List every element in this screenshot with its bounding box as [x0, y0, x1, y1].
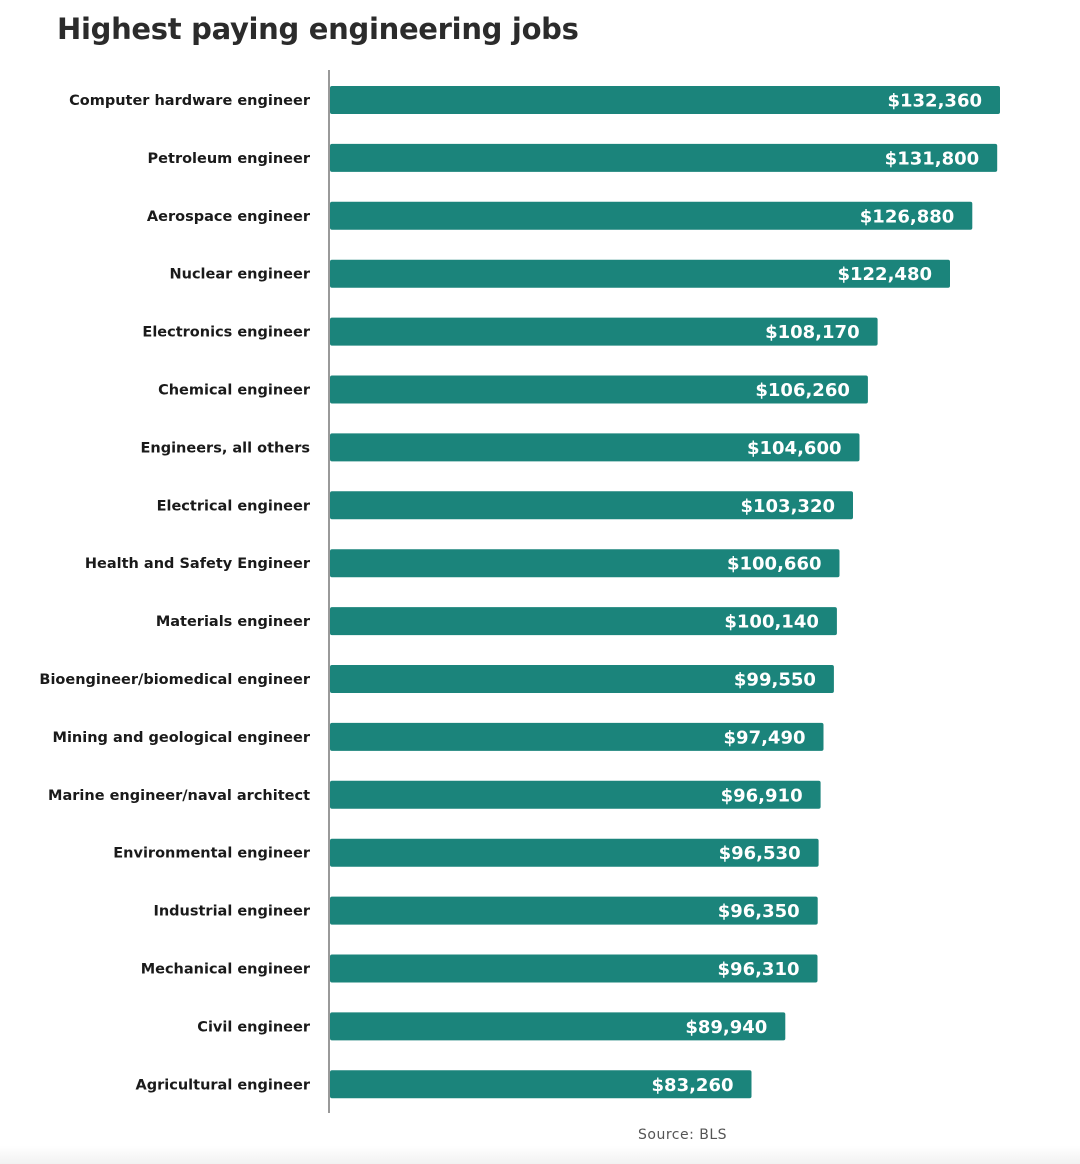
bar-environmental-engineer — [330, 838, 819, 867]
value-label: $103,320 — [740, 496, 835, 517]
value-label: $99,550 — [734, 670, 816, 691]
value-label: $96,310 — [718, 959, 800, 980]
category-label: Electronics engineer — [142, 325, 310, 341]
bar-industrial-engineer — [330, 896, 818, 925]
category-label: Agricultural engineer — [136, 1077, 311, 1093]
bar-aerospace-engineer — [330, 201, 973, 230]
value-label: $97,490 — [724, 727, 806, 748]
category-label: Industrial engineer — [153, 904, 310, 920]
bar-electronics-engineer — [330, 317, 878, 346]
category-label: Environmental engineer — [113, 846, 311, 862]
bars-group: Computer hardware engineer $132,360 Petrol… — [39, 86, 1000, 1099]
bar-electrical-engineer — [330, 491, 853, 520]
category-label: Engineers, all others — [140, 440, 310, 456]
category-label: Materials engineer — [156, 614, 311, 630]
bar-mining-and-geological-engineer — [330, 722, 824, 751]
bar-materials-engineer — [330, 607, 837, 636]
value-label: $100,660 — [727, 554, 822, 575]
value-label: $104,600 — [747, 438, 842, 459]
bar-marine-engineer-naval-architect — [330, 780, 821, 809]
category-label: Petroleum engineer — [148, 151, 311, 167]
chart-title: Highest paying engineering jobs — [57, 12, 579, 46]
category-label: Chemical engineer — [158, 383, 311, 399]
value-label: $132,360 — [887, 91, 982, 112]
value-label: $122,480 — [837, 264, 932, 285]
bar-health-and-safety-engineer — [330, 549, 840, 578]
value-label: $126,880 — [860, 206, 955, 227]
category-label: Health and Safety Engineer — [85, 556, 311, 572]
bar-agricultural-engineer — [330, 1070, 752, 1099]
bar-engineers-all-others — [330, 433, 860, 462]
category-label: Mechanical engineer — [141, 962, 311, 978]
bar-bioengineer-biomedical-engineer — [330, 665, 834, 693]
category-label: Aerospace engineer — [147, 209, 311, 225]
category-label: Civil engineer — [197, 1019, 311, 1035]
value-label: $83,260 — [652, 1075, 734, 1096]
bar-petroleum-engineer — [330, 143, 998, 172]
category-label: Bioengineer/biomedical engineer — [39, 672, 310, 688]
value-label: $96,530 — [719, 843, 801, 864]
category-label: Mining and geological engineer — [53, 730, 311, 746]
category-label: Electrical engineer — [157, 498, 311, 514]
bar-chemical-engineer — [330, 375, 868, 404]
category-label: Computer hardware engineer — [69, 93, 311, 109]
bottom-fade — [0, 1146, 1080, 1164]
source-note: Source: BLS — [638, 1127, 728, 1143]
value-label: $96,350 — [718, 901, 800, 922]
value-label: $89,940 — [685, 1017, 767, 1038]
bar-mechanical-engineer — [330, 954, 818, 983]
category-label: Marine engineer/naval architect — [48, 788, 310, 804]
value-label: $100,140 — [724, 612, 819, 633]
bar-computer-hardware-engineer — [330, 86, 1000, 114]
category-label: Nuclear engineer — [170, 267, 311, 283]
bar-civil-engineer — [330, 1012, 786, 1041]
value-label: $131,800 — [885, 148, 980, 169]
value-label: $96,910 — [721, 785, 803, 806]
value-label: $106,260 — [755, 380, 850, 401]
bar-nuclear-engineer — [330, 259, 950, 288]
value-label: $108,170 — [765, 322, 860, 343]
